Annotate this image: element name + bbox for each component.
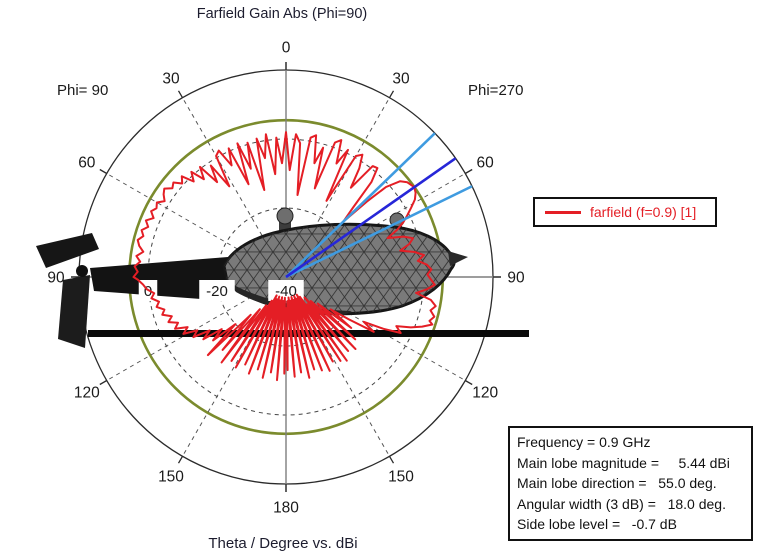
radial-tick-label: -20 [206,283,228,300]
angle-label-R150: 150 [388,469,414,486]
angle-label-R180: 180 [273,500,299,517]
farfield-curve [132,131,437,382]
angle-label-L120: 120 [74,385,100,402]
angle-label-R30: 30 [392,70,410,87]
tail-rotor-hub [76,265,88,277]
legend-line-swatch [545,210,581,214]
tail-rotor-blade-lower [58,275,90,348]
tail-boom [90,257,228,301]
page-title: Farfield Gain Abs (Phi=90) [196,6,368,22]
legend-label: farfield (f=0.9) [1] [590,204,697,220]
angle-label-R0: 0 [282,40,291,57]
info-line: Angular width (3 dB) = 18.0 deg. [517,495,726,512]
main-lobe-line [285,157,457,279]
rotor-head [276,207,294,225]
lobe-marker-lines [285,132,473,279]
tail-rotor-blade-upper [36,233,99,268]
info-line: Main lobe magnitude = 5.44 dBi [517,454,730,471]
info-line: Main lobe direction = 55.0 deg. [517,475,717,491]
angle-label-R90: 90 [507,270,525,287]
angular-width-line-right [285,185,473,279]
farfield-pattern-curve [132,131,437,382]
info-line: Frequency = 0.9 GHz [517,434,651,450]
angle-label-L30: 30 [162,70,180,87]
axis-caption: Theta / Degree vs. dBi [208,535,358,552]
farfield-stats-box: Frequency = 0.9 GHz Main lobe magnitude =… [508,426,753,541]
radial-tick-label: -40 [275,283,297,300]
angle-label-L150: 150 [158,469,184,486]
info-line: Side lobe level = -0.7 dB [517,516,677,532]
angle-labels: 0 30 30 60 60 90 90 120 120 150 150 180 [47,40,525,517]
radial-tick-label: 0 [144,283,152,300]
angle-label-L90: 90 [47,270,65,287]
angular-width-line-left [285,132,436,278]
angle-label-R120: 120 [472,385,498,402]
phi-270-label: Phi=270 [468,82,524,99]
angle-label-R60: 60 [477,155,495,172]
nose-probe [448,251,468,266]
angle-label-L60: 60 [78,155,96,172]
phi-90-label: Phi= 90 [57,82,109,99]
legend: farfield (f=0.9) [1] [533,197,717,227]
